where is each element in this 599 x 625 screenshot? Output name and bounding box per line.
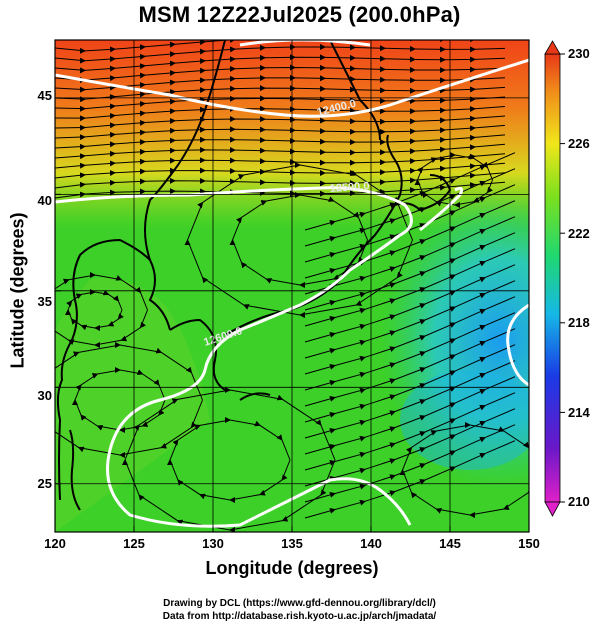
x-tick-label: 140 (360, 536, 382, 551)
y-tick-label: 35 (37, 294, 52, 309)
colorbar-scale (544, 53, 561, 503)
colorbar-tick-label: 230 (568, 46, 590, 61)
streamline (55, 105, 506, 122)
x-tick-label: 135 (281, 536, 303, 551)
colorbar-min-arrow (544, 501, 561, 517)
x-axis-label: Longitude (degrees) (205, 558, 379, 578)
streamline (55, 272, 148, 349)
axis-tick-marks (54, 97, 530, 532)
x-tick-label: 150 (518, 536, 540, 551)
streamline (55, 124, 506, 141)
y-tick-label: 45 (37, 88, 52, 103)
height-contours (55, 40, 529, 528)
colorbar-tick-label: 214 (568, 405, 590, 420)
streamlines (55, 40, 529, 532)
x-tick-label: 130 (202, 536, 224, 551)
map-title: MSM 12Z22Jul2025 (200.0hPa) (138, 2, 461, 27)
streamline (55, 134, 506, 150)
y-axis-label: Latitude (degrees) (7, 212, 28, 369)
contour-label-12500: 12500.0 (329, 180, 370, 195)
colorbar-tick-label: 218 (568, 315, 590, 330)
streamline (55, 95, 506, 112)
grid-lines (54, 40, 530, 532)
credit-data: Data from http://database.rish.kyoto-u.a… (162, 611, 437, 622)
streamline (304, 440, 516, 519)
credit-drawing: Drawing by DCL (https://www.gfd-dennou.o… (163, 598, 436, 609)
streamline (55, 143, 506, 160)
colorbar (544, 40, 565, 517)
streamline (122, 387, 336, 532)
y-tick-label: 25 (37, 476, 52, 491)
y-tick-label: 30 (37, 388, 52, 403)
x-tick-label: 120 (44, 536, 66, 551)
y-tick-label: 40 (37, 193, 52, 208)
colorbar-tick-label: 226 (568, 136, 590, 151)
streamline (55, 115, 506, 131)
colorbar-max-arrow (544, 40, 561, 55)
x-tick-label: 145 (439, 536, 461, 551)
colorbar-tick-label: 210 (568, 494, 590, 509)
colorbar-tick-label: 222 (568, 226, 590, 241)
x-tick-label: 125 (123, 536, 145, 551)
credits: Drawing by DCL (https://www.gfd-dennou.o… (0, 597, 599, 623)
